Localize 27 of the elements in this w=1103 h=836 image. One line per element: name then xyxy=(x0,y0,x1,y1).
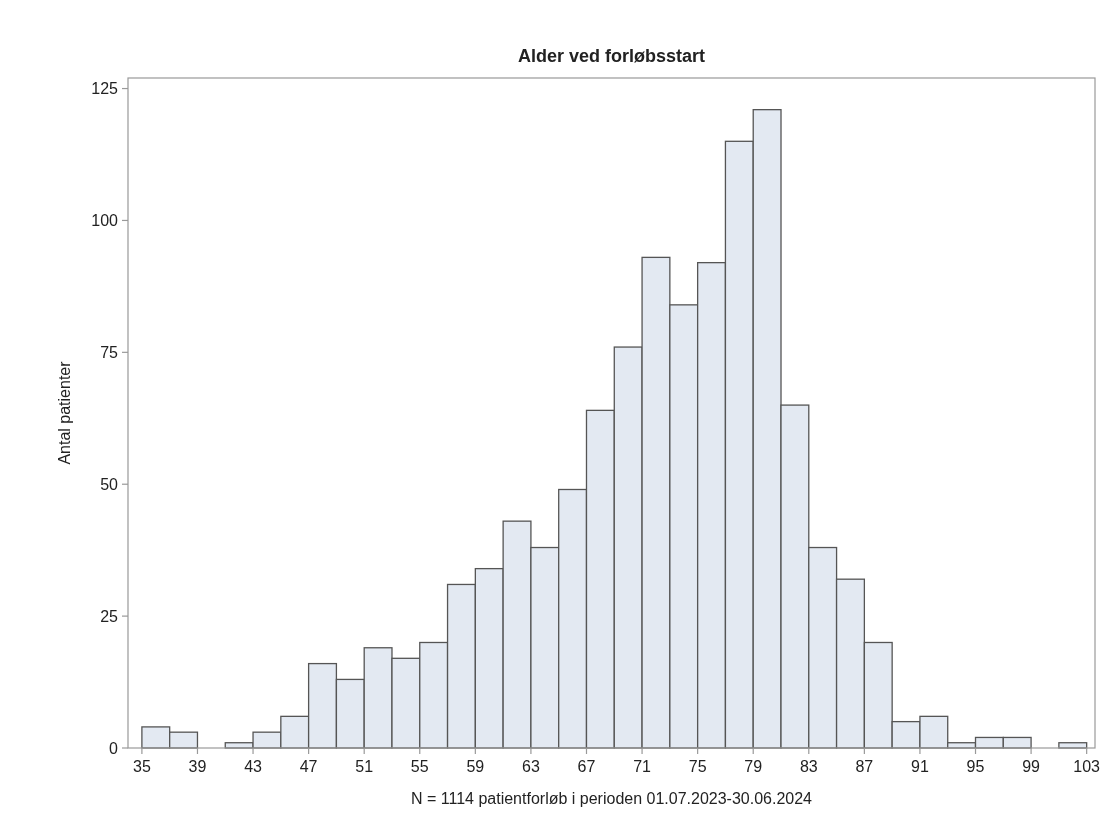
x-tick-label: 51 xyxy=(355,758,374,775)
x-tick-label: 95 xyxy=(966,758,985,775)
x-tick-label: 35 xyxy=(133,758,151,775)
x-tick-label: 71 xyxy=(633,758,652,775)
x-axis-title: N = 1114 patientforløb i perioden 01.07.2023-30.06.2024 xyxy=(410,790,813,807)
y-tick-label: 125 xyxy=(91,80,119,98)
y-tick-label: 25 xyxy=(100,607,119,625)
x-tick-label: 83 xyxy=(799,758,818,775)
y-tick-label: 100 xyxy=(91,212,119,230)
x-tick-label: 59 xyxy=(466,758,485,775)
x-tick-label: 47 xyxy=(299,758,318,775)
x-tick-label: 87 xyxy=(855,758,874,775)
x-tick-label: 67 xyxy=(577,758,596,775)
x-tick-label: 79 xyxy=(744,758,763,775)
x-tick-label: 39 xyxy=(188,758,207,775)
x-tick-label: 75 xyxy=(688,758,707,775)
x-tick-label: 103 xyxy=(1073,758,1101,775)
x-tick-label: 63 xyxy=(522,758,540,775)
x-tick-label: 99 xyxy=(1022,758,1041,775)
y-tick-label: 75 xyxy=(100,343,119,361)
y-tick-label: 0 xyxy=(109,739,119,757)
x-tick-label: 43 xyxy=(244,758,263,775)
y-tick-label: 50 xyxy=(100,475,119,493)
x-tick-label: 91 xyxy=(911,758,929,775)
chart-title: Alder ved forløbsstart xyxy=(517,46,706,66)
y-axis-title: Antal patienter xyxy=(56,360,73,465)
x-tick-label: 55 xyxy=(410,758,429,775)
